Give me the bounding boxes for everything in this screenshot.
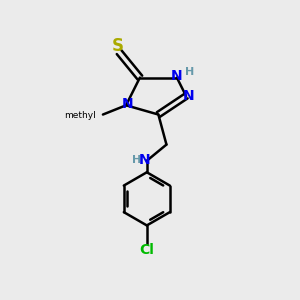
Text: N: N (171, 69, 183, 83)
Text: S: S (112, 38, 124, 56)
Text: H: H (132, 154, 141, 165)
Text: N: N (183, 89, 194, 103)
Text: Cl: Cl (140, 243, 154, 257)
Text: N: N (139, 153, 150, 166)
Text: H: H (185, 67, 194, 77)
Text: methyl: methyl (64, 111, 96, 120)
Text: N: N (122, 97, 133, 111)
